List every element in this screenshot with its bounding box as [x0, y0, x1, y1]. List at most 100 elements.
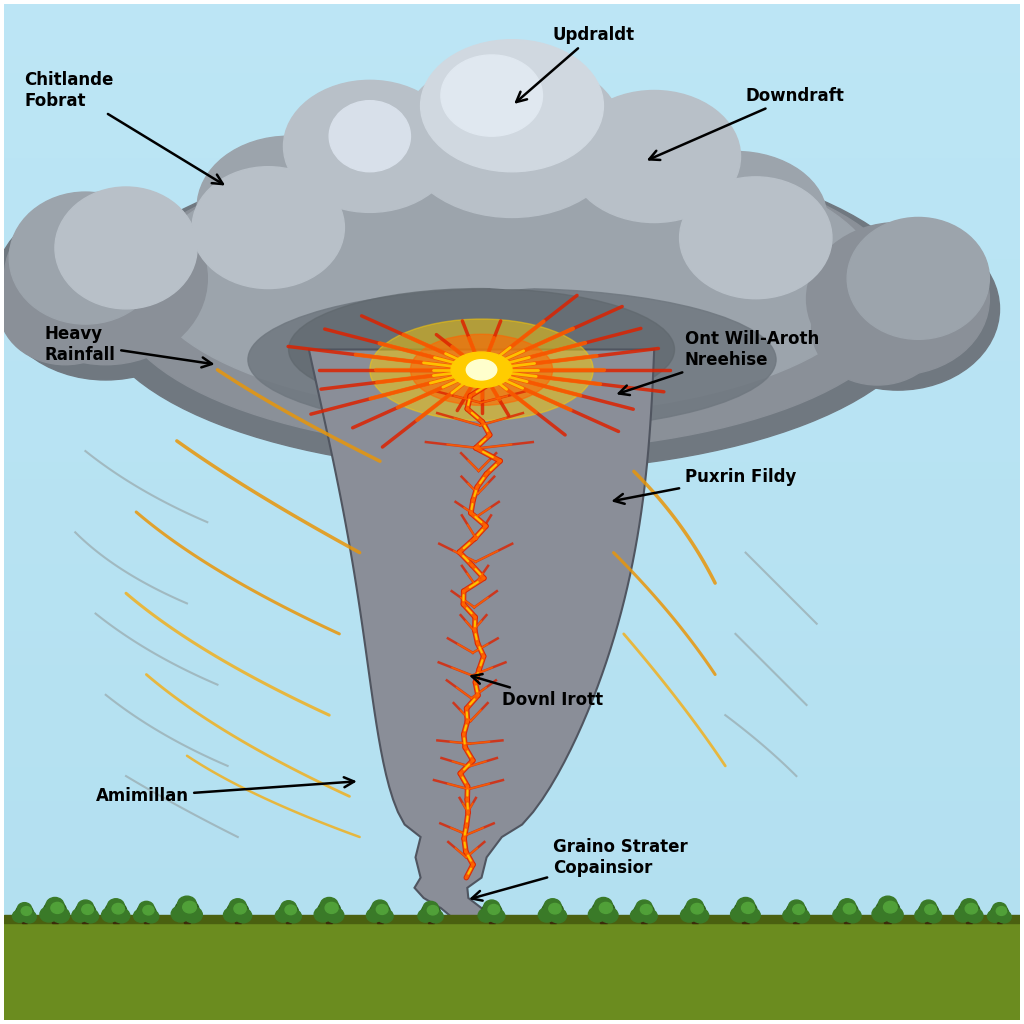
Ellipse shape [112, 903, 124, 914]
Ellipse shape [691, 903, 703, 914]
Bar [4, 139, 1020, 157]
Bar [4, 631, 1020, 647]
Bar [4, 529, 1020, 546]
Ellipse shape [600, 907, 618, 923]
Ellipse shape [644, 152, 826, 284]
Ellipse shape [421, 40, 603, 172]
Bar [4, 478, 1020, 495]
Bar [4, 173, 1020, 190]
Ellipse shape [807, 222, 989, 375]
Bar [4, 377, 1020, 393]
Ellipse shape [51, 907, 70, 923]
Ellipse shape [143, 910, 159, 923]
Ellipse shape [72, 908, 88, 923]
Ellipse shape [0, 198, 217, 380]
Ellipse shape [22, 906, 32, 915]
Ellipse shape [542, 902, 563, 921]
Bar [4, 461, 1020, 478]
Bar [4, 698, 1020, 715]
Bar [4, 935, 1020, 952]
Bar [326, 913, 333, 924]
Text: Downdraft: Downdraft [649, 87, 845, 160]
Bar [4, 782, 1020, 800]
Ellipse shape [921, 900, 937, 913]
Bar [966, 913, 972, 924]
Ellipse shape [15, 905, 34, 921]
Ellipse shape [223, 907, 241, 922]
Ellipse shape [139, 901, 154, 914]
Polygon shape [309, 349, 654, 927]
Ellipse shape [884, 901, 897, 913]
Ellipse shape [788, 900, 805, 913]
Bar [113, 913, 119, 924]
Bar [4, 834, 1020, 851]
Ellipse shape [636, 900, 652, 913]
Bar [4, 512, 1020, 529]
Bar [4, 766, 1020, 782]
Bar [4, 393, 1020, 411]
Ellipse shape [441, 55, 543, 136]
Ellipse shape [421, 904, 440, 921]
Bar [83, 914, 88, 924]
Bar [428, 914, 433, 924]
Ellipse shape [101, 907, 119, 922]
Ellipse shape [568, 90, 740, 222]
Bar [4, 105, 1020, 123]
Bar [377, 914, 383, 924]
Ellipse shape [488, 904, 500, 914]
Ellipse shape [289, 289, 675, 411]
Bar [844, 913, 850, 924]
Bar [4, 157, 1020, 173]
Bar [550, 913, 556, 924]
Text: Graino Strater
Copainsior: Graino Strater Copainsior [472, 838, 687, 901]
Bar [4, 969, 1020, 986]
Ellipse shape [539, 907, 555, 922]
Bar [4, 749, 1020, 766]
Ellipse shape [532, 111, 735, 263]
Bar [22, 915, 27, 924]
Ellipse shape [9, 193, 162, 325]
Bar [4, 326, 1020, 343]
Bar [4, 597, 1020, 613]
Bar [4, 647, 1020, 665]
Bar [4, 4, 1020, 22]
Ellipse shape [326, 907, 344, 923]
Ellipse shape [284, 80, 456, 212]
Ellipse shape [418, 909, 433, 923]
Ellipse shape [325, 902, 338, 913]
Text: Ont Will-Aroth
Nreehise: Ont Will-Aroth Nreehise [618, 330, 819, 395]
Ellipse shape [692, 908, 709, 923]
Ellipse shape [954, 907, 972, 922]
Ellipse shape [844, 903, 856, 914]
Ellipse shape [786, 903, 807, 921]
Ellipse shape [75, 903, 95, 921]
Ellipse shape [996, 906, 1007, 915]
Text: Updraldt: Updraldt [516, 26, 635, 102]
Ellipse shape [329, 100, 411, 172]
Ellipse shape [631, 908, 646, 923]
Ellipse shape [914, 908, 931, 923]
Ellipse shape [589, 907, 606, 922]
Ellipse shape [113, 908, 130, 923]
Ellipse shape [839, 899, 856, 913]
Ellipse shape [797, 227, 999, 390]
Bar [4, 359, 1020, 377]
Ellipse shape [686, 899, 703, 913]
Bar [4, 22, 1020, 38]
Bar [4, 72, 1020, 89]
Bar [4, 190, 1020, 207]
Ellipse shape [83, 909, 98, 923]
Ellipse shape [175, 899, 199, 920]
Ellipse shape [105, 902, 127, 921]
Ellipse shape [227, 902, 249, 921]
Ellipse shape [681, 907, 697, 922]
Bar [4, 851, 1020, 867]
Ellipse shape [844, 908, 861, 923]
Ellipse shape [370, 903, 390, 921]
Ellipse shape [451, 352, 512, 387]
Ellipse shape [372, 900, 388, 913]
Ellipse shape [990, 905, 1009, 921]
Bar [4, 242, 1020, 258]
Ellipse shape [837, 902, 858, 921]
Bar [4, 444, 1020, 461]
